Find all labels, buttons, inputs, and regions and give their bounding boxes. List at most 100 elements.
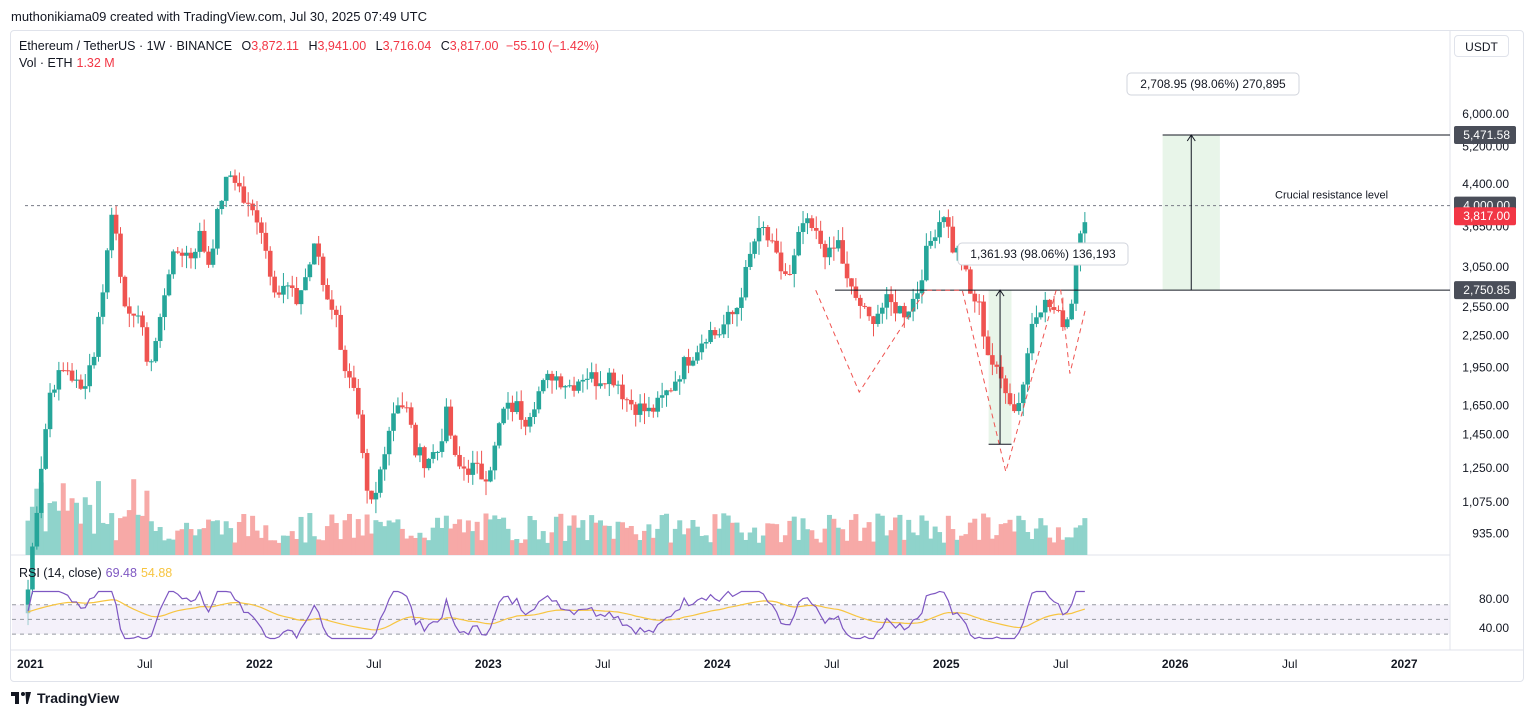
volume-bar (606, 525, 612, 555)
time-tick: Jul (1282, 657, 1297, 671)
candle-body (545, 373, 550, 381)
rsi-ma-value: 54.88 (140, 566, 173, 580)
candle-body (677, 379, 683, 382)
tradingview-logo[interactable]: TradingView (11, 690, 119, 706)
candle-body (303, 277, 308, 291)
volume-bar (901, 539, 907, 555)
volume-bar (232, 542, 238, 555)
volume-bar (435, 517, 441, 555)
volume-bar (580, 520, 586, 555)
open-value: 3,872.11 (251, 39, 299, 53)
price-tag-label: 3,817.00 (1463, 209, 1510, 223)
candle-body (937, 222, 942, 238)
volume-bar (721, 513, 727, 555)
volume-bar (417, 532, 423, 555)
symbol-legend[interactable]: Ethereum / TetherUS · 1W · BINANCE O3,87… (19, 39, 599, 53)
candle-body (400, 405, 405, 408)
candle-body (1056, 309, 1061, 311)
volume-bar (100, 522, 106, 555)
volume-bar (188, 529, 194, 555)
candle-body (558, 376, 564, 388)
candle-body (809, 218, 815, 229)
volume-bar (800, 518, 806, 555)
volume-bar (452, 523, 458, 555)
volume-bar (743, 539, 749, 555)
volume-bar (752, 527, 758, 555)
candle-body (1016, 403, 1022, 412)
candle-body (439, 441, 445, 452)
volume-bar (954, 539, 960, 555)
volume-bar (756, 542, 762, 555)
volume-bar (333, 523, 339, 555)
volume-legend[interactable]: Vol · ETH 1.32 M (19, 56, 115, 70)
candle-body (761, 227, 766, 229)
volume-bar (628, 526, 634, 555)
candle-body (74, 379, 79, 381)
candle-body (206, 251, 211, 265)
candle-body (1064, 319, 1070, 328)
candle-body (514, 401, 520, 413)
volume-bars (25, 479, 1088, 555)
volume-bar (73, 502, 79, 555)
volume-bar (391, 522, 397, 555)
candle-body (285, 285, 291, 287)
price-tick: 2,250.00 (1462, 328, 1509, 342)
candle-body (364, 453, 370, 491)
candle-body (655, 397, 661, 412)
candle-body (457, 454, 462, 467)
candle-body (342, 349, 348, 372)
tradingview-brand: TradingView (37, 690, 120, 706)
candle-body (153, 341, 159, 362)
candle-body (201, 230, 207, 252)
candle-body (184, 252, 189, 256)
volume-bar (404, 538, 410, 555)
candle-body (602, 383, 608, 385)
candle-body (338, 314, 343, 350)
candle-body (897, 306, 903, 314)
volume-bar (523, 539, 529, 555)
currency-button[interactable]: USDT (1454, 35, 1509, 57)
candle-body (210, 248, 216, 265)
price-tag-label: 5,471.58 (1463, 128, 1510, 142)
candle-body (30, 546, 35, 590)
candle-body (329, 299, 335, 310)
volume-bar (382, 526, 388, 555)
volume-bar (201, 528, 207, 555)
candle-body (849, 278, 854, 287)
candle-body (232, 175, 238, 183)
candle-body (518, 401, 524, 420)
volume-bar (760, 535, 766, 555)
candle-body (880, 307, 885, 314)
candle-body (769, 240, 775, 242)
price-tick: 1,075.00 (1462, 495, 1509, 509)
candle-body (576, 381, 581, 391)
candle-body (276, 292, 282, 295)
candle-body (118, 233, 123, 277)
rsi-level-label: 40.00 (1479, 621, 1509, 635)
price-tick: 6,000.00 (1462, 107, 1509, 121)
volume-bar (646, 524, 652, 555)
candle-body (532, 409, 537, 417)
volume-bar (399, 528, 405, 555)
measure-small-label: 1,361.93 (98.06%) 136,193 (970, 247, 1116, 261)
candle-body (417, 447, 423, 456)
candle-body (725, 311, 731, 325)
candle-body (320, 256, 326, 285)
candle-body (404, 407, 410, 409)
candle-body (60, 370, 66, 372)
candle-body (1007, 393, 1013, 405)
volume-bar (377, 521, 383, 555)
volume-bar (915, 535, 921, 555)
volume-bar (118, 518, 124, 555)
rsi-legend[interactable]: RSI (14, close) 69.48 54.88 (19, 566, 172, 580)
volume-bar (267, 540, 273, 555)
measure-small-arrowhead (995, 289, 1005, 297)
price-tick: 935.00 (1472, 527, 1509, 541)
candle-body (659, 395, 665, 398)
volume-bar (29, 506, 35, 555)
candle-body (703, 342, 709, 344)
measure-big-arrowhead (1186, 134, 1196, 142)
volume-bar (346, 513, 352, 555)
candle-body (708, 330, 713, 343)
